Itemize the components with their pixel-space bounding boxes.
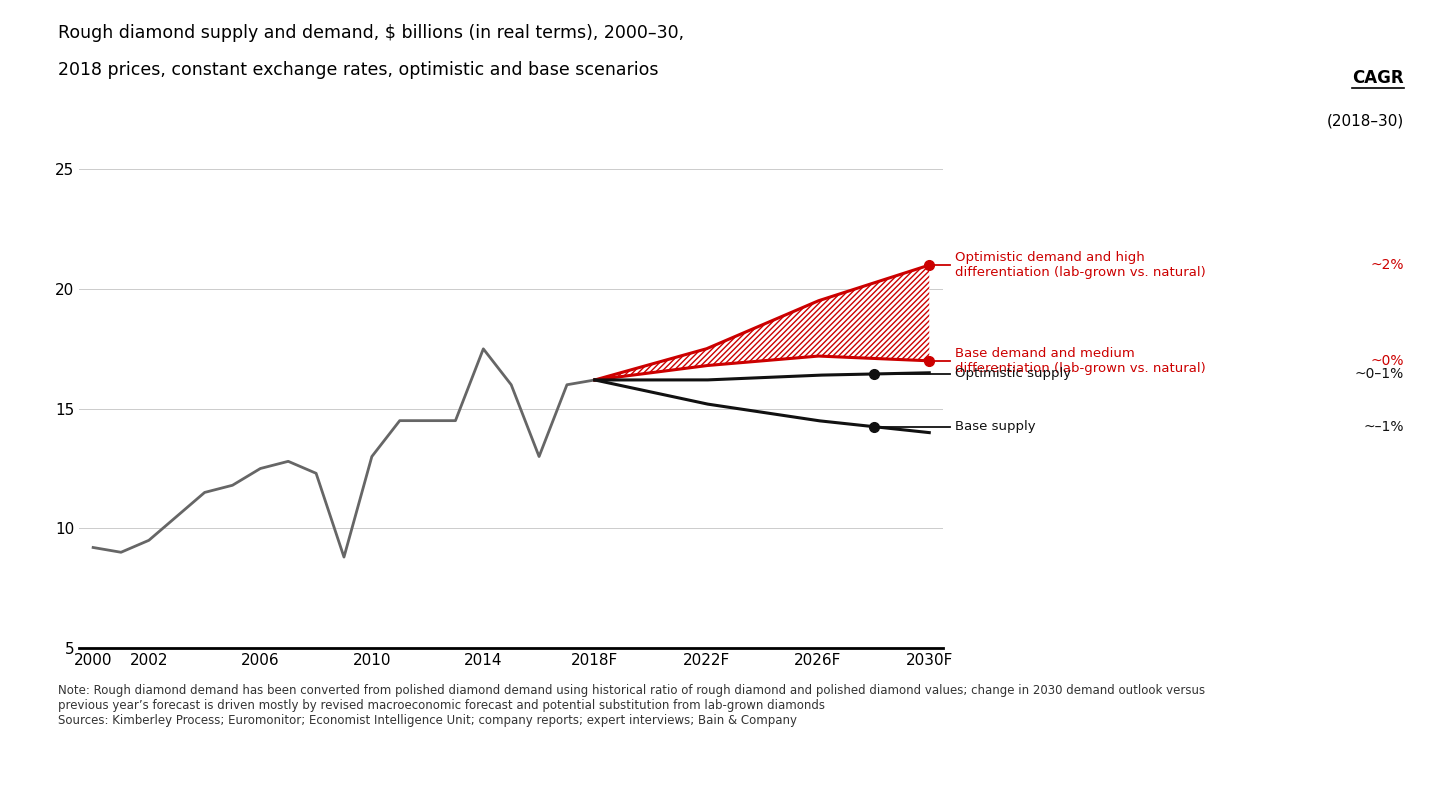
Text: Optimistic supply: Optimistic supply <box>955 368 1071 381</box>
Text: ~0%: ~0% <box>1371 354 1404 368</box>
Text: ~0–1%: ~0–1% <box>1355 367 1404 381</box>
Text: Rough diamond supply and demand, $ billions (in real terms), 2000–30,: Rough diamond supply and demand, $ billi… <box>58 24 684 42</box>
Text: Base supply: Base supply <box>955 420 1035 433</box>
Text: Base demand and medium
differentiation (lab-grown vs. natural): Base demand and medium differentiation (… <box>955 347 1205 375</box>
Text: ~–1%: ~–1% <box>1364 420 1404 433</box>
Text: Optimistic demand and high
differentiation (lab-grown vs. natural): Optimistic demand and high differentiati… <box>955 251 1205 279</box>
Text: Note: Rough diamond demand has been converted from polished diamond demand using: Note: Rough diamond demand has been conv… <box>58 684 1205 727</box>
Text: ~2%: ~2% <box>1371 258 1404 272</box>
Text: 2018 prices, constant exchange rates, optimistic and base scenarios: 2018 prices, constant exchange rates, op… <box>58 61 658 79</box>
Text: (2018–30): (2018–30) <box>1326 113 1404 129</box>
Text: CAGR: CAGR <box>1352 69 1404 87</box>
